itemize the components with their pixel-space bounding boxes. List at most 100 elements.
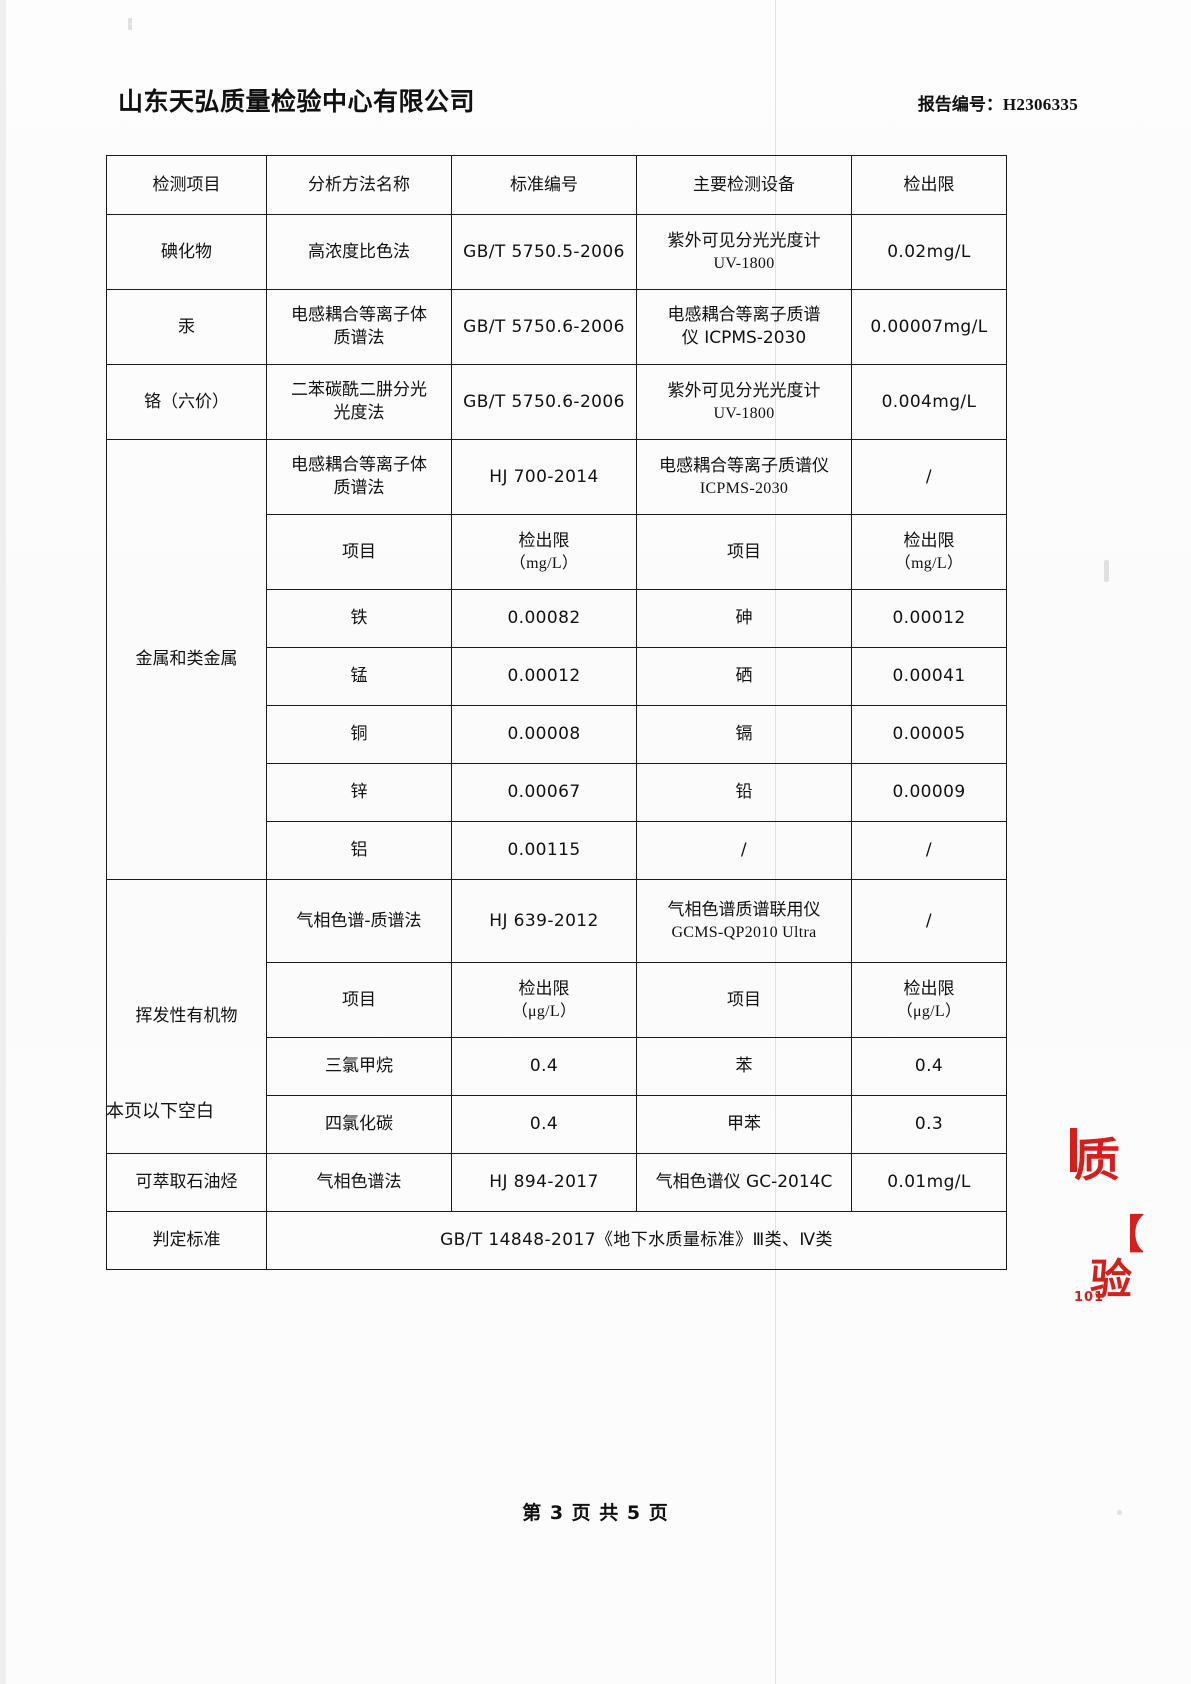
cell-analyte-left: 铜 — [266, 705, 452, 764]
document-header: 山东天弘质量检验中心有限公司 报告编号：H2306335 — [118, 82, 1078, 122]
equipment-line-1: 紫外可见分光光度计 — [667, 231, 821, 252]
seal-char-4: 101 — [1074, 1290, 1105, 1305]
cell-group-voc: 挥发性有机物 — [106, 879, 267, 1154]
cell-analyte-right: 铅 — [636, 763, 852, 822]
cell-value-right: 0.4 — [851, 1037, 1007, 1096]
equipment-line-1: 紫外可见分光光度计 — [667, 381, 821, 402]
scan-edge-artifact — [0, 0, 6, 1684]
cell-equipment: 气相色谱质谱联用仪 GCMS-QP2010 Ultra — [636, 879, 852, 963]
subheader-limit-right-text: 检出限 — [903, 531, 955, 552]
cell-analyte-right: 砷 — [636, 589, 852, 648]
cell-limit: / — [851, 879, 1007, 963]
scan-speck — [1117, 1510, 1122, 1515]
cell-value-left: 0.00082 — [451, 589, 637, 648]
cell-group-metals: 金属和类金属 — [106, 439, 267, 880]
cell-method: 电感耦合等离子体 质谱法 — [266, 289, 452, 365]
table-row: 可萃取石油烃 气相色谱法 HJ 894-2017 气相色谱仪 GC-2014C … — [106, 1153, 1007, 1212]
subheader-unit-right: （mg/L） — [894, 554, 964, 572]
cell-limit: 0.01mg/L — [851, 1153, 1007, 1212]
cell-item: 汞 — [106, 289, 267, 365]
column-header-method: 分析方法名称 — [266, 155, 452, 215]
cell-analyte-right: / — [636, 821, 852, 880]
cell-analyte-left: 铝 — [266, 821, 452, 880]
column-header-standard: 标准编号 — [451, 155, 637, 215]
cell-standard: GB/T 5750.5-2006 — [451, 214, 637, 290]
column-header-limit: 检出限 — [851, 155, 1007, 215]
subheader-item-right: 项目 — [636, 962, 852, 1038]
seal-char-2: 【 — [1104, 1212, 1144, 1258]
cell-analyte-left: 四氯化碳 — [266, 1095, 452, 1154]
cell-item: 铬（六价） — [106, 364, 267, 440]
subheader-limit-left-text: 检出限 — [518, 979, 570, 1000]
subheader-unit-left: （μg/L） — [511, 1002, 577, 1020]
cell-analyte-right: 镉 — [636, 705, 852, 764]
company-name: 山东天弘质量检验中心有限公司 — [118, 87, 476, 116]
test-method-table: 检测项目 分析方法名称 标准编号 主要检测设备 检出限 碘化物 高浓度比色法 G… — [106, 155, 1007, 1270]
report-number-block: 报告编号：H2306335 — [918, 90, 1078, 115]
cell-equipment: 电感耦合等离子质谱 仪 ICPMS-2030 — [636, 289, 852, 365]
cell-analyte-left: 锌 — [266, 763, 452, 822]
report-number-label: 报告编号： — [917, 95, 1003, 115]
table-row: 锌 0.00067 铅 0.00009 — [107, 763, 1007, 822]
cell-equipment: 气相色谱仪 GC-2014C — [636, 1153, 852, 1212]
cell-equipment: 紫外可见分光光度计 UV-1800 — [636, 214, 852, 290]
method-line-1: 电感耦合等离子体 — [291, 455, 427, 476]
table-row: 汞 电感耦合等离子体 质谱法 GB/T 5750.6-2006 电感耦合等离子质… — [106, 289, 1007, 365]
cell-analyte-left: 锰 — [266, 647, 452, 706]
cell-value-left: 0.4 — [451, 1095, 637, 1154]
cell-value-left: 0.00012 — [451, 647, 637, 706]
method-line-1: 电感耦合等离子体 — [291, 305, 427, 326]
seal-bar — [1070, 1128, 1077, 1172]
subheader-item-left: 项目 — [266, 962, 452, 1038]
cell-value-right: 0.3 — [851, 1095, 1007, 1154]
method-line-2: 质谱法 — [333, 328, 385, 348]
equipment-line-2: 仪 ICPMS-2030 — [681, 328, 807, 348]
cell-standard: HJ 700-2014 — [451, 439, 637, 515]
equipment-line-1: 电感耦合等离子质谱 — [667, 305, 821, 326]
cell-value-right: 0.00009 — [851, 763, 1007, 822]
cell-value-left: 0.00067 — [451, 763, 637, 822]
scan-corner-artifact — [128, 18, 132, 30]
subheader-unit-right: （μg/L） — [896, 1002, 962, 1020]
table-row-criteria: 判定标准 GB/T 14848-2017《地下水质量标准》Ⅲ类、Ⅳ类 — [106, 1211, 1007, 1270]
table-subheader-voc: 项目 检出限 （μg/L） 项目 检出限 （μg/L） — [107, 962, 1007, 1038]
cell-value-right: 0.00005 — [851, 705, 1007, 764]
cell-analyte-right: 苯 — [636, 1037, 852, 1096]
cell-limit: / — [851, 439, 1007, 515]
cell-standard: HJ 894-2017 — [451, 1153, 637, 1212]
page-footer: 第 3 页 共 5 页 — [522, 1502, 669, 1524]
report-number-value: H2306335 — [1002, 95, 1078, 114]
equipment-line-2: ICPMS-2030 — [699, 479, 789, 497]
test-method-table-wrapper: 检测项目 分析方法名称 标准编号 主要检测设备 检出限 碘化物 高浓度比色法 G… — [106, 155, 1007, 1270]
cell-method: 二苯碳酰二肼分光 光度法 — [266, 364, 452, 440]
cell-value-left: 0.00115 — [451, 821, 637, 880]
cell-value-left: 0.4 — [451, 1037, 637, 1096]
equipment-line-1: 气相色谱质谱联用仪 — [667, 900, 821, 921]
cell-analyte-left: 三氯甲烷 — [266, 1037, 452, 1096]
equipment-line-2: UV-1800 — [713, 404, 775, 422]
cell-standard: GB/T 5750.6-2006 — [451, 364, 637, 440]
column-header-item: 检测项目 — [106, 155, 267, 215]
cell-analyte-right: 硒 — [636, 647, 852, 706]
subheader-limit-right: 检出限 （μg/L） — [851, 962, 1007, 1038]
cell-method: 高浓度比色法 — [266, 214, 452, 290]
cell-method: 气相色谱-质谱法 — [266, 879, 452, 963]
subheader-limit-left: 检出限 （μg/L） — [451, 962, 637, 1038]
table-row-voc-method: 挥发性有机物 气相色谱-质谱法 HJ 639-2012 气相色谱质谱联用仪 GC… — [106, 879, 1007, 1154]
table-row: 碘化物 高浓度比色法 GB/T 5750.5-2006 紫外可见分光光度计 UV… — [106, 214, 1007, 290]
table-row: 四氯化碳 0.4 甲苯 0.3 — [107, 1095, 1007, 1154]
subheader-limit-right: 检出限 （mg/L） — [851, 514, 1007, 590]
cell-analyte-right: 甲苯 — [636, 1095, 852, 1154]
red-stamp-seal: 质 【 验 101 — [1068, 1118, 1191, 1318]
cell-limit: 0.004mg/L — [851, 364, 1007, 440]
table-subheader-metals: 项目 检出限 （mg/L） 项目 检出限 （mg/L） — [107, 514, 1007, 590]
cell-analyte-left: 铁 — [266, 589, 452, 648]
seal-char-3: 验 — [1090, 1255, 1133, 1304]
scan-speck — [1104, 560, 1109, 582]
cell-criteria-value: GB/T 14848-2017《地下水质量标准》Ⅲ类、Ⅳ类 — [266, 1211, 1007, 1270]
table-header-row: 检测项目 分析方法名称 标准编号 主要检测设备 检出限 — [106, 155, 1007, 215]
subheader-limit-right-text: 检出限 — [903, 979, 955, 1000]
cell-limit: 0.00007mg/L — [851, 289, 1007, 365]
cell-value-right: 0.00012 — [851, 589, 1007, 648]
